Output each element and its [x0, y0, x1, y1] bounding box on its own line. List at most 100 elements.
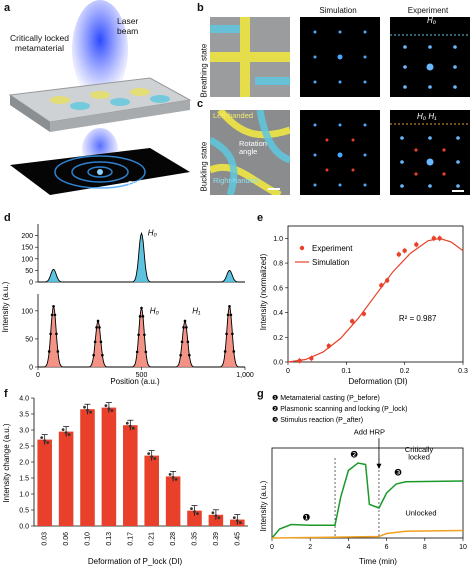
f-data-point [128, 424, 132, 428]
d-peak-label: H₁ [192, 307, 201, 316]
e-frame [287, 225, 464, 363]
f-data-point [211, 511, 215, 515]
g-step-3: ❸ Stimulus reaction (P_after) [272, 416, 363, 424]
f-data-point [147, 452, 151, 455]
laser-beam-label: Laser beam [117, 16, 139, 36]
d-data-point [232, 350, 236, 353]
d-data-point [52, 305, 55, 308]
panel-label-g: g [257, 388, 264, 400]
f-xlabel: Deformation of P_lock (DI) [88, 557, 183, 566]
d-data-point [50, 313, 54, 317]
e-experiment-point [379, 283, 384, 288]
d-x-tick-label: 0 [36, 372, 40, 379]
f-bar [208, 514, 224, 526]
f-data-point [131, 426, 135, 430]
f-data-point [67, 433, 71, 436]
buckling-experiment-image [390, 110, 470, 195]
d-y-tick-label: 200 [21, 233, 33, 240]
panel-label-b: b [197, 2, 204, 14]
breathing-simulation-image [300, 17, 380, 97]
d-data-point [135, 350, 139, 354]
f-data-point [107, 407, 111, 410]
f-category-label: 0.10 [85, 532, 92, 546]
f-y-tick-label: 3.0 [19, 428, 29, 435]
e-experiment-point [309, 356, 314, 361]
d-data-point [138, 315, 142, 318]
g-x-tick-label: 4 [346, 544, 350, 551]
g-frame [271, 447, 464, 539]
d-data-point [49, 332, 52, 336]
buckling-sem-image [208, 107, 292, 199]
panel-label-d: d [4, 212, 11, 224]
d-data-point [99, 340, 103, 344]
column-header-simulation: Simulation [319, 6, 357, 15]
d-data-point [225, 332, 228, 336]
g-x-tick-label: 8 [423, 544, 427, 551]
row-label-buckling: Buckling state [199, 141, 209, 192]
f-data-point [214, 514, 218, 518]
d-y-tick-label: 0 [29, 280, 33, 287]
d-data-point [98, 326, 101, 329]
d-data-point [179, 353, 182, 357]
f-data-point [193, 510, 196, 514]
d-x-tick-label: 500 [136, 372, 148, 379]
f-data-point [46, 441, 50, 444]
f-data-point [171, 476, 175, 479]
d-y-tick-label: 100 [21, 308, 33, 315]
f-data-point [196, 512, 199, 516]
g-series-label-locked-2: locked [408, 452, 430, 461]
f-y-tick-label: 0.0 [19, 524, 29, 531]
d-data-point [186, 340, 190, 344]
f-bar [165, 476, 181, 526]
d-data-point [143, 333, 146, 337]
panel-label-a: a [4, 2, 11, 14]
buckling-simulation-image [300, 110, 380, 195]
d-data-point [229, 313, 233, 317]
d-peak-label: H₀ [148, 229, 158, 238]
f-data-point [150, 455, 154, 458]
d-fit-line [38, 231, 245, 283]
d-data-point [183, 319, 187, 323]
e-experiment-point [396, 252, 402, 257]
f-data-point [125, 421, 129, 425]
f-data-point [232, 516, 236, 519]
h0h1-label-c: H₀ H₁ [417, 112, 437, 121]
metamaterial-label: Critically locked metamaterial [9, 33, 70, 53]
d-data-point [47, 350, 51, 353]
f-data-point [86, 408, 89, 412]
panel-label-f: f [4, 388, 8, 400]
f-category-label: 0.13 [106, 532, 113, 546]
f-data-point [64, 431, 68, 434]
d-data-point [137, 333, 140, 337]
right-handed-label: Right-handed [213, 176, 259, 185]
e-y-tick-label: 0.6 [273, 285, 283, 292]
d-data-point [101, 353, 104, 357]
h0-label-b: H₀ [427, 16, 437, 25]
e-y-tick-label: 1.0 [273, 236, 283, 243]
d-peak-area [38, 306, 245, 367]
f-bar [123, 425, 138, 526]
g-x-tick-label: 10 [459, 544, 467, 551]
metamaterial-slab-front [50, 100, 190, 132]
panel-a-schematic [0, 0, 195, 205]
f-y-tick-label: 2.5 [19, 444, 29, 451]
f-data-point [83, 405, 86, 409]
e-experiment-point [431, 236, 437, 241]
f-bar [144, 455, 159, 526]
row-label-breathing: Breathing state [199, 43, 209, 98]
f-category-label: 0.21 [149, 532, 156, 546]
e-x-tick-label: 0.1 [341, 368, 351, 375]
e-ylabel: Intensity (normalized) [259, 253, 268, 330]
f-y-tick-label: 2.0 [19, 460, 29, 467]
f-data-point [43, 439, 47, 442]
f-ylabel: Intensity change (a.u.) [2, 423, 11, 502]
f-data-point [174, 478, 178, 481]
d-data-point [188, 353, 191, 357]
d-data-point [180, 340, 184, 344]
f-category-label: 0.39 [213, 532, 220, 546]
f-category-label: 0.17 [127, 532, 134, 546]
f-data-point [110, 409, 114, 412]
f-bar [58, 431, 74, 526]
e-x-tick-label: 0.3 [458, 368, 468, 375]
d-data-point [141, 315, 145, 318]
